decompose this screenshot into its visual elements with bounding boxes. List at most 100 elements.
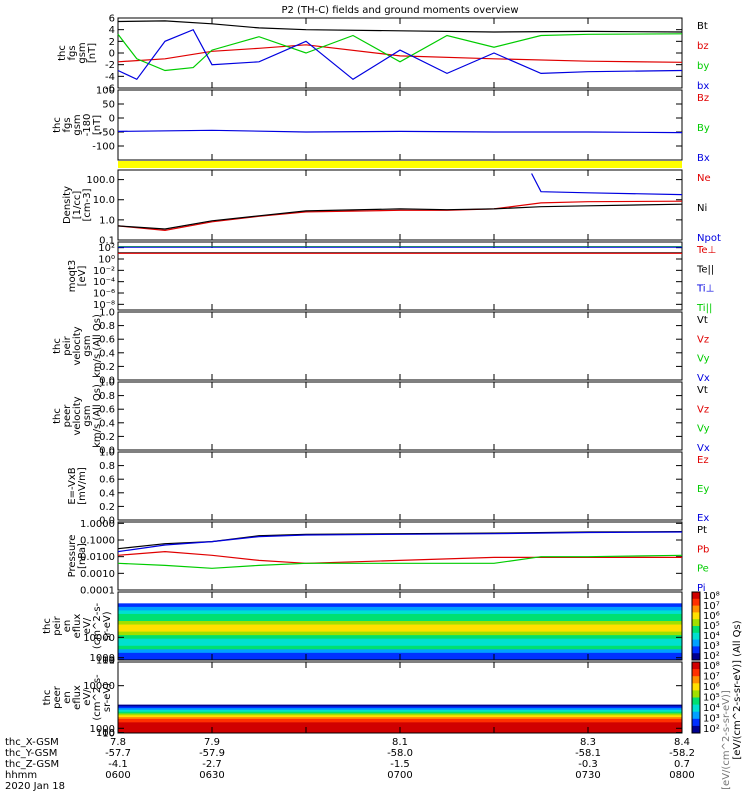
y-tick-label: 6: [109, 14, 115, 25]
series-bz: [117, 44, 683, 63]
y-tick-label: -2: [105, 60, 115, 71]
series-by: [117, 33, 683, 72]
y-tick-label: 100: [96, 655, 115, 666]
y-tick-label: 1.0: [99, 378, 115, 389]
panel-frame: [117, 381, 683, 451]
y-axis-label: fgs: [67, 45, 78, 60]
y-axis-label: peir: [52, 615, 63, 635]
heatmap-band: [118, 635, 682, 640]
y-axis-label: Density: [62, 186, 73, 224]
colorbar-segment: [692, 646, 700, 654]
legend-entry: Vy: [697, 424, 710, 435]
colorbar-frame: [691, 591, 701, 661]
y-tick-label: -6: [105, 84, 115, 95]
series-Pi: [117, 531, 683, 553]
legend-entry: Vx: [697, 443, 710, 454]
heatmap-band: [118, 724, 682, 727]
legend-entry: Vz: [697, 334, 709, 345]
panel-frame: [117, 89, 683, 161]
y-tick-label: 10: [102, 728, 115, 739]
y-tick-label: 0.6: [99, 405, 115, 416]
y-axis-label: (cm^2-s-: [92, 674, 103, 721]
y-axis-label: sr-eV): [102, 683, 113, 712]
heatmap-band: [118, 720, 682, 723]
x-row-value: 0730: [575, 770, 600, 781]
x-row-label: thc_Y-GSM: [5, 748, 57, 759]
colorbar-label: [eV/(cm^2-s-sr-eV)] (All Qs): [732, 620, 743, 759]
y-tick-label: 0.0: [99, 376, 115, 387]
legend-entry: Vz: [697, 404, 709, 415]
y-tick-label: -50: [99, 128, 115, 139]
y-axis-label: [nT]: [92, 115, 103, 135]
x-row-value: -58.2: [669, 748, 695, 759]
y-tick-label: 0.8: [99, 391, 115, 402]
legend-entry: Ni: [697, 203, 707, 214]
y-axis-label: (cm^2-s-: [92, 602, 103, 649]
panel-e-field: 1.0 0.8 0.6 0.4 0.2 0.0 E=-VxB [mV/m] Ez Ey Ex: [67, 448, 709, 527]
y-tick-label: 10.0: [93, 195, 115, 206]
y-axis-label: sr-eV): [102, 611, 113, 640]
colorbar-segment: [692, 632, 700, 641]
y-axis-label: eV/: [82, 617, 93, 634]
y-tick-label: 1.0: [99, 215, 115, 226]
heatmap-band: [118, 624, 682, 629]
y-tick-label: 0.2: [99, 432, 115, 443]
data-quality-bar: [118, 161, 682, 168]
legend-entry: Vt: [697, 385, 708, 396]
legend-entry: Te⊥: [696, 245, 716, 256]
y-tick-label: 0.6: [99, 475, 115, 486]
y-tick-label: 0.1000: [80, 535, 115, 546]
legend-entry: By: [697, 123, 710, 134]
colorbar-tick-label: 10³: [703, 714, 720, 725]
y-axis-label: gsm: [82, 405, 93, 426]
y-tick-label: 0.4: [99, 488, 115, 499]
y-tick-label: 2: [109, 37, 115, 48]
legend-entry: Ti||: [696, 303, 712, 314]
colorbar-frame: [691, 661, 701, 734]
legend-entry: Ti⊥: [696, 284, 714, 295]
y-axis-label: gsm: [82, 335, 93, 356]
y-tick-label: 0.6: [99, 335, 115, 346]
x-row-value: -57.9: [199, 748, 225, 759]
panel-frame: [117, 169, 683, 241]
colorbar-segment: [692, 662, 700, 670]
y-tick-label: 1.0000: [80, 519, 115, 530]
y-axis-label: [cm-3]: [82, 188, 93, 221]
heatmap-band: [118, 715, 682, 718]
y-axis-label: km/s (All Qs): [92, 314, 103, 378]
x-row-value: 0.7: [674, 759, 690, 770]
heatmap-band: [118, 704, 682, 707]
y-tick-label: 1.0: [99, 448, 115, 459]
x-row-label: thc_X-GSM: [5, 737, 59, 748]
y-axis-label: velocity: [72, 396, 83, 435]
y-tick-label: 100.0: [86, 175, 115, 186]
x-row-value: 7.9: [204, 737, 220, 748]
legend-entry: Npot: [697, 233, 721, 244]
series-Pe: [117, 554, 683, 569]
y-axis-label: fgs: [62, 117, 73, 132]
y-axis-label: E=-VxB: [67, 467, 78, 504]
colorbar-segment: [692, 690, 700, 698]
legend-entry: Ex: [697, 513, 709, 524]
colorbar-label: [eV/(cm^2-s-sr-eV)]: [721, 690, 732, 790]
heatmap-band: [118, 722, 682, 725]
y-tick-label: 1000: [90, 724, 115, 735]
y-tick-label: 10⁻⁶: [93, 289, 115, 300]
y-axis-label: [nT]: [87, 43, 98, 63]
x-row-value: -58.1: [575, 748, 601, 759]
colorbar-tick-label: 10⁶: [703, 611, 720, 622]
colorbar-segment: [692, 653, 700, 661]
legend-entry: Pb: [697, 544, 709, 555]
colorbar-segment: [692, 697, 700, 706]
legend-entry: Bz: [697, 93, 709, 104]
x-row-label: thc_Z-GSM: [5, 759, 59, 770]
y-axis-label: thc: [42, 690, 53, 706]
series-Bt: [117, 20, 683, 33]
y-tick-label: 4: [109, 25, 115, 36]
colorbar-segment: [692, 683, 700, 691]
x-row-value: 7.8: [110, 737, 126, 748]
